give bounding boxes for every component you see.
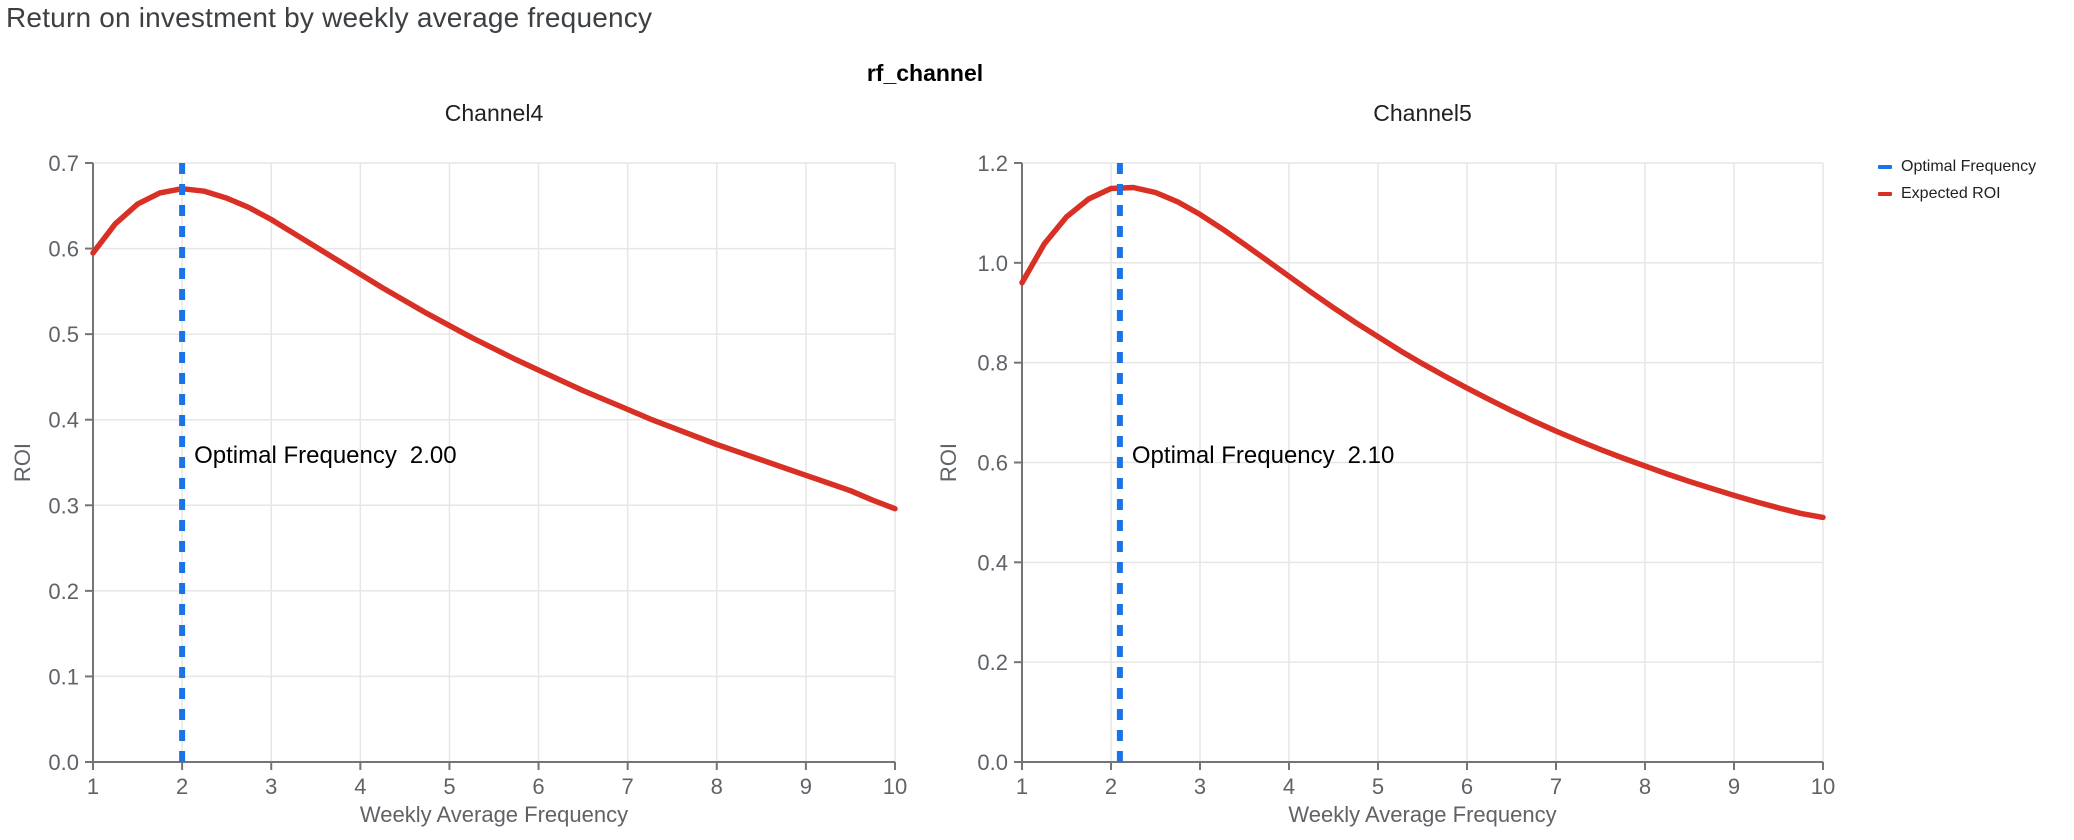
optimal-frequency-annotation: Optimal Frequency 2.00: [194, 442, 456, 469]
y-tick-label: 0.2: [977, 650, 1008, 675]
legend-item-expected-roi: Expected ROI: [1878, 185, 2036, 203]
y-tick-label: 0.4: [977, 550, 1008, 575]
chart-title: Channel4: [445, 100, 544, 126]
x-tick-label: 1: [1016, 774, 1028, 799]
x-tick-label: 9: [1728, 774, 1740, 799]
expected-roi-curve: [1019, 184, 1826, 521]
optimal-frequency-annotation: Optimal Frequency 2.10: [1132, 442, 1394, 469]
y-axis-title: ROI: [10, 443, 35, 482]
x-tick-label: 6: [1461, 774, 1473, 799]
y-tick-label: 0.6: [48, 237, 79, 262]
y-tick-label: 0.3: [48, 493, 79, 518]
x-tick-label: 6: [532, 774, 544, 799]
x-tick-label: 8: [1639, 774, 1651, 799]
expected-roi-swatch: [1878, 192, 1892, 196]
expected-roi-curve: [90, 185, 898, 512]
y-tick-label: 0.8: [977, 351, 1008, 376]
legend-label-optimal-frequency: Optimal Frequency: [1901, 158, 2037, 175]
x-tick-label: 9: [800, 774, 812, 799]
y-tick-label: 0.6: [977, 451, 1008, 476]
optimal-frequency-swatch: [1878, 165, 1892, 169]
x-tick-label: 10: [1811, 774, 1835, 799]
x-tick-label: 7: [1550, 774, 1562, 799]
channel5-roi-chart-canvas: 0.0 0.2 0.4 0.6 0.8 1.0 1.2 1 2 3 4 5 6 7 8 9 10 Weekly A…: [936, 100, 1835, 827]
y-axis-title: ROI: [936, 443, 961, 482]
y-tick-label: 0.5: [48, 322, 79, 347]
channel4-roi-chart: 0.0 0.1 0.2 0.3 0.4 0.5 0.6 0.7 1 2 3 4 5 6 7 8 9 10 Weekl…: [0, 95, 940, 840]
x-tick-label: 3: [265, 774, 277, 799]
channel4-roi-chart-canvas: 0.0 0.1 0.2 0.3 0.4 0.5 0.6 0.7 1 2 3 4 5 6 7 8 9 10 Weekl…: [10, 100, 907, 827]
legend-item-optimal-frequency: Optimal Frequency: [1878, 158, 2036, 176]
x-tick-label: 7: [622, 774, 634, 799]
y-tick-label: 0.0: [48, 750, 79, 775]
y-tick-label: 1.2: [977, 151, 1008, 176]
y-tick-label: 0.4: [48, 408, 79, 433]
x-tick-label: 8: [711, 774, 723, 799]
y-tick-label: 1.0: [977, 251, 1008, 276]
chart-legend: Optimal Frequency Expected ROI: [1878, 158, 2036, 212]
x-tick-label: 4: [1283, 774, 1295, 799]
y-tick-label: 0.2: [48, 579, 79, 604]
y-tick-label: 0.7: [48, 151, 79, 176]
x-tick-label: 5: [443, 774, 455, 799]
x-tick-label: 4: [354, 774, 366, 799]
legend-label-expected-roi: Expected ROI: [1901, 185, 2001, 202]
chart-title: Channel5: [1373, 100, 1471, 126]
x-axis-title: Weekly Average Frequency: [360, 802, 628, 827]
x-tick-label: 3: [1194, 774, 1206, 799]
page-title: Return on investment by weekly average f…: [6, 2, 653, 33]
x-tick-label: 5: [1372, 774, 1384, 799]
x-tick-label: 10: [883, 774, 907, 799]
channel5-roi-chart: 0.0 0.2 0.4 0.6 0.8 1.0 1.2 1 2 3 4 5 6 7 8 9 10 Weekly A…: [930, 95, 1870, 840]
y-tick-label: 0.1: [48, 664, 79, 689]
y-tick-label: 0.0: [977, 750, 1008, 775]
facet-header-rf-channel: rf_channel: [866, 60, 984, 86]
x-tick-label: 2: [1105, 774, 1117, 799]
x-tick-label: 1: [87, 774, 99, 799]
x-axis-title: Weekly Average Frequency: [1288, 802, 1556, 827]
x-tick-label: 2: [176, 774, 188, 799]
